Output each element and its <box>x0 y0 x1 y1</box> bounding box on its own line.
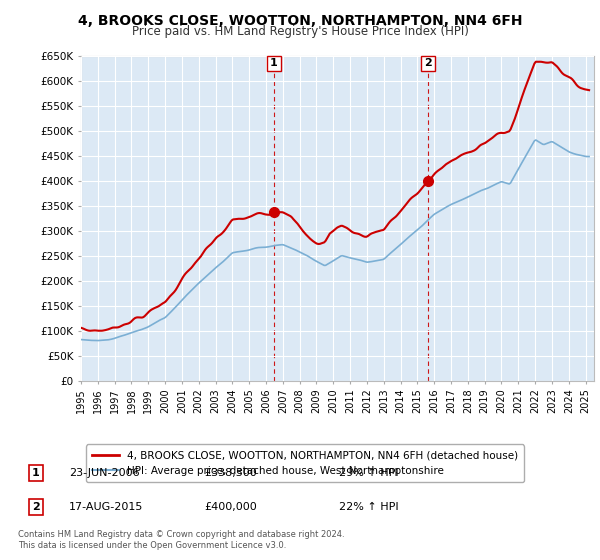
Text: Price paid vs. HM Land Registry's House Price Index (HPI): Price paid vs. HM Land Registry's House … <box>131 25 469 38</box>
Text: 1: 1 <box>270 58 278 68</box>
Text: £338,300: £338,300 <box>204 468 257 478</box>
Text: 23-JUN-2006: 23-JUN-2006 <box>69 468 140 478</box>
Text: £400,000: £400,000 <box>204 502 257 512</box>
Text: 4, BROOKS CLOSE, WOOTTON, NORTHAMPTON, NN4 6FH: 4, BROOKS CLOSE, WOOTTON, NORTHAMPTON, N… <box>78 14 522 28</box>
Text: 22% ↑ HPI: 22% ↑ HPI <box>339 502 398 512</box>
Text: 1: 1 <box>32 468 40 478</box>
Text: 2: 2 <box>424 58 432 68</box>
Text: This data is licensed under the Open Government Licence v3.0.: This data is licensed under the Open Gov… <box>18 541 286 550</box>
Text: Contains HM Land Registry data © Crown copyright and database right 2024.: Contains HM Land Registry data © Crown c… <box>18 530 344 539</box>
Text: 29% ↑ HPI: 29% ↑ HPI <box>339 468 398 478</box>
Legend: 4, BROOKS CLOSE, WOOTTON, NORTHAMPTON, NN4 6FH (detached house), HPI: Average pr: 4, BROOKS CLOSE, WOOTTON, NORTHAMPTON, N… <box>86 445 524 482</box>
Text: 17-AUG-2015: 17-AUG-2015 <box>69 502 143 512</box>
Text: 2: 2 <box>32 502 40 512</box>
